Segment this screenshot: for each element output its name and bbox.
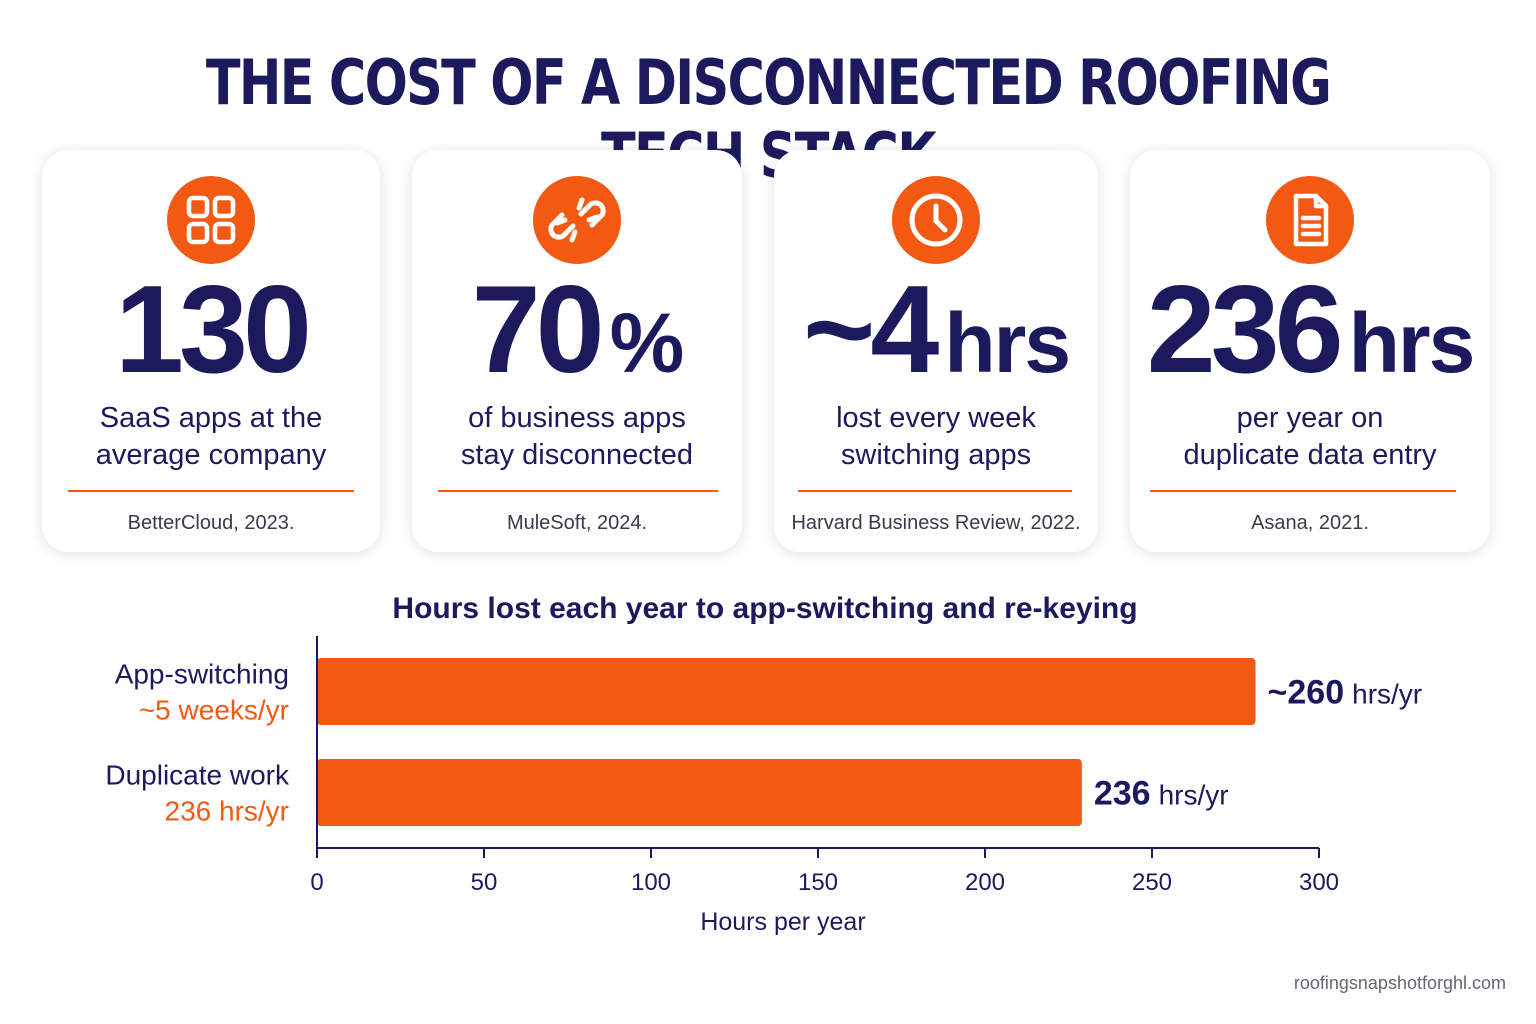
divider (438, 490, 718, 492)
category-label: Duplicate work (105, 760, 290, 791)
clock-icon (892, 176, 980, 264)
stat-description: lost every week switching apps (784, 400, 1088, 474)
value-number: 236 (1094, 775, 1151, 813)
stat-source: MuleSoft, 2024. (506, 512, 648, 534)
value-label: 236 hrs/yr (1094, 775, 1229, 813)
grid-apps-icon (167, 176, 255, 264)
stat-source: Asana, 2021. (1251, 512, 1369, 534)
stat-unit: hrs (1348, 296, 1476, 390)
bar (317, 658, 1256, 725)
stat-value: 130 (115, 261, 312, 399)
divider (798, 490, 1072, 492)
divider (1150, 490, 1456, 492)
stat-number: 70% (412, 268, 742, 392)
stat-description-line: stay disconnected (460, 439, 694, 471)
x-tick-label: 250 (1132, 869, 1172, 896)
value-number: ~260 (1268, 674, 1345, 712)
category-label: App-switching (115, 659, 289, 690)
value-label: ~260 hrs/yr (1268, 674, 1423, 712)
document-icon (1266, 176, 1354, 264)
category-sublabel: 236 hrs/yr (165, 796, 290, 827)
stat-unit: % (609, 296, 685, 390)
stat-description-line: duplicate data entry (1183, 439, 1437, 471)
stat-description-line: lost every week (836, 402, 1036, 434)
stat-description-line: of business apps (468, 402, 686, 434)
stat-description: of business apps stay disconnected (422, 400, 732, 474)
bar (317, 759, 1082, 826)
x-tick-label: 100 (631, 869, 671, 896)
stat-value: ~4 (802, 261, 939, 399)
stat-description-line: SaaS apps at the (99, 402, 323, 434)
x-tick-label: 200 (965, 869, 1005, 896)
stat-card-duplicate-entry: 236 hrs per year on duplicate data entry … (1130, 150, 1490, 552)
x-tick-label: 300 (1299, 869, 1339, 896)
stat-value: 70 (471, 261, 605, 399)
broken-link-icon (533, 176, 621, 264)
value-unit: hrs/yr (1352, 679, 1422, 710)
x-tick-label: 0 (310, 869, 323, 896)
divider (68, 490, 354, 492)
stat-unit: hrs (944, 296, 1071, 390)
stat-source: BetterCloud, 2023. (127, 512, 295, 534)
value-unit: hrs/yr (1159, 780, 1229, 811)
stat-value: 236 (1146, 261, 1344, 399)
x-tick-label: 150 (798, 869, 838, 896)
stat-card-disconnected-apps: 70% of business apps stay disconnected M… (412, 150, 742, 552)
stat-description: per year on duplicate data entry (1140, 400, 1480, 474)
x-axis-label: Hours per year (700, 908, 865, 936)
stat-description-line: switching apps (840, 439, 1032, 471)
x-tick-label: 50 (471, 869, 498, 896)
footer-url: roofingsnapshotforghl.com (1293, 973, 1506, 993)
stat-number: 236 hrs (1130, 268, 1490, 392)
stat-description: SaaS apps at the average company (52, 400, 370, 474)
stat-number: ~4 hrs (774, 268, 1098, 392)
chart-title: Hours lost each year to app-switching an… (392, 592, 1138, 625)
stat-description-line: per year on (1236, 402, 1384, 434)
bar-chart: App-switching~5 weeks/yr ~260 hrs/yrDuplic… (105, 636, 1423, 936)
stat-source: Harvard Business Review, 2022. (791, 512, 1081, 534)
stat-description-line: average company (95, 439, 327, 471)
stat-card-hours-week: ~4 hrs lost every week switching apps Har… (774, 150, 1098, 552)
stat-number: 130 (42, 268, 380, 392)
category-sublabel: ~5 weeks/yr (139, 695, 289, 726)
stat-card-saas-apps: 130 SaaS apps at the average company Bet… (42, 150, 380, 552)
